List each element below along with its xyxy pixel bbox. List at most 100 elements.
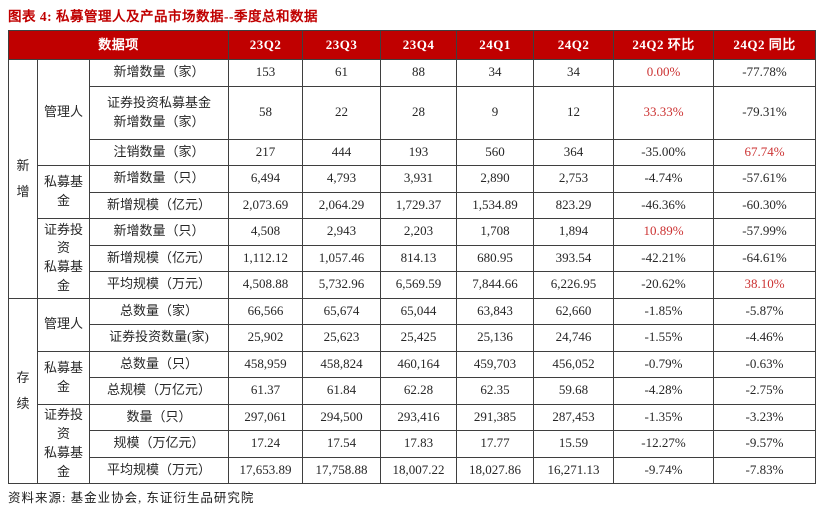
cell-value: 62.28 [380,377,458,405]
cell-value: 9 [456,85,535,140]
cell-value: 3,931 [380,165,458,193]
cell-mom: 0.00% [613,59,715,87]
table-row: 注销数量（家） 217 444 193 560 364 -35.00% 67.74% [9,138,817,166]
table-row: 证券投资 私募基金 数量（只） 297,061 294,500 293,416 291,3… [9,403,817,484]
cell-mom: -12.27% [613,430,715,458]
table-row: 新增规模（亿元） 2,073.69 2,064.29 1,729.37 1,534.89… [9,191,817,219]
table-row: 新 增管理人 新增数量（家） 153 61 88 34 34 0.00% -77.78% [8,59,817,299]
table-header: 数据项 23Q2 23Q3 23Q4 24Q1 24Q2 24Q2 环比 24Q… [7,30,817,60]
cell-value: 460,164 [380,350,458,378]
cell-value: 1,729.37 [380,191,458,219]
cell-value: 193 [380,138,458,166]
cell-mom: -9.74% [613,456,715,484]
cell-value: 88 [380,59,458,87]
cell-value: 24,746 [533,324,615,352]
cell-value: 1,112.12 [228,244,304,272]
cell-value: 2,064.29 [302,191,382,219]
cell-value: 12 [533,85,615,140]
row-item-label: 平均规模（万元） [88,456,230,484]
column-header-24q2-yoy: 24Q2 同比 [713,30,817,60]
cell-value: 6,226.95 [533,271,615,299]
cell-value: 1,708 [456,218,535,246]
column-header-24q2-mom: 24Q2 环比 [613,30,715,60]
column-header-23q4: 23Q4 [380,30,458,60]
row-item-label: 新增数量（只） [88,165,230,193]
cell-value: 2,203 [380,218,458,246]
cell-value: 17,758.88 [302,456,382,484]
cell-value: 18,027.86 [456,456,535,484]
row-item-label: 总规模（万亿元） [88,377,230,405]
row-item-label: 新增数量（只） [88,218,230,246]
row-item-label: 新增数量（家） [88,59,230,87]
source-note: 资料来源: 基金业协会, 东证衍生品研究院 [8,491,255,505]
cell-yoy: 67.74% [713,138,817,166]
cell-value: 364 [533,138,615,166]
subgroup-label: 管理人 [37,297,90,352]
cell-mom: -4.74% [613,165,715,193]
cell-value: 58 [228,85,304,140]
cell-yoy: -77.78% [713,59,817,87]
row-item-label: 总数量（只） [88,350,230,378]
cell-yoy: 38.10% [713,271,817,299]
cell-value: 34 [533,59,615,87]
table-body: 新 增管理人 新增数量（家） 153 61 88 34 34 0.00% -77.78% 证券投资… [8,59,817,484]
table-row: 私募基金 新增数量（只） 6,494 4,793 3,931 2,890 2,753 -4.7… [9,165,817,219]
table-row: 规模（万亿元） 17.24 17.54 17.83 17.77 15.59 -12.27% -… [9,430,817,458]
cell-yoy: -57.99% [713,218,817,246]
cell-value: 6,569.59 [380,271,458,299]
cell-mom: 33.33% [613,85,715,140]
cell-value: 28 [380,85,458,140]
cell-value: 444 [302,138,382,166]
cell-value: 22 [302,85,382,140]
cell-value: 4,793 [302,165,382,193]
cell-value: 4,508.88 [228,271,304,299]
cell-value: 34 [456,59,535,87]
cell-value: 18,007.22 [380,456,458,484]
cell-value: 5,732.96 [302,271,382,299]
column-header-24q1: 24Q1 [456,30,535,60]
cell-value: 59.68 [533,377,615,405]
cell-value: 560 [456,138,535,166]
cell-yoy: -5.87% [713,297,817,325]
cell-value: 458,959 [228,350,304,378]
cell-value: 66,566 [228,297,304,325]
table-row: 总规模（万亿元） 61.37 61.84 62.28 62.35 59.68 -4.28% -… [9,377,817,405]
cell-mom: -46.36% [613,191,715,219]
cell-yoy: -60.30% [713,191,817,219]
cell-value: 2,753 [533,165,615,193]
cell-mom: -42.21% [613,244,715,272]
cell-value: 6,494 [228,165,304,193]
cell-value: 65,674 [302,297,382,325]
header-row: 数据项 23Q2 23Q3 23Q4 24Q1 24Q2 24Q2 环比 24Q… [7,30,817,60]
cell-value: 62,660 [533,297,615,325]
cell-value: 287,453 [533,403,615,431]
column-header-24q2: 24Q2 [533,30,615,60]
cell-value: 16,271.13 [533,456,615,484]
cell-yoy: -2.75% [713,377,817,405]
cell-yoy: -3.23% [713,403,817,431]
cell-value: 153 [228,59,304,87]
subgroup-label: 证券投资 私募基金 [37,218,90,299]
cell-value: 65,044 [380,297,458,325]
cell-value: 17.24 [228,430,304,458]
cell-yoy: -0.63% [713,350,817,378]
row-item-label: 新增规模（亿元） [88,191,230,219]
cell-value: 61.37 [228,377,304,405]
figure-title: 图表 4: 私募管理人及产品市场数据--季度总和数据 [8,9,318,24]
row-item-label: 新增规模（亿元） [88,244,230,272]
cell-mom: -35.00% [613,138,715,166]
table-row: 平均规模（万元） 4,508.88 5,732.96 6,569.59 7,844.66… [9,271,817,299]
cell-value: 1,057.46 [302,244,382,272]
column-header-data-item: 数据项 [7,30,230,60]
group-label: 存 续 [8,297,38,484]
cell-value: 217 [228,138,304,166]
row-item-label: 总数量（家） [88,297,230,325]
cell-value: 2,890 [456,165,535,193]
row-item-label: 证券投资数量(家) [88,324,230,352]
column-header-23q2: 23Q2 [228,30,304,60]
subgroup-label: 证券投资 私募基金 [37,403,90,484]
row-item-label: 数量（只） [88,403,230,431]
cell-value: 393.54 [533,244,615,272]
cell-value: 814.13 [380,244,458,272]
column-header-23q3: 23Q3 [302,30,382,60]
